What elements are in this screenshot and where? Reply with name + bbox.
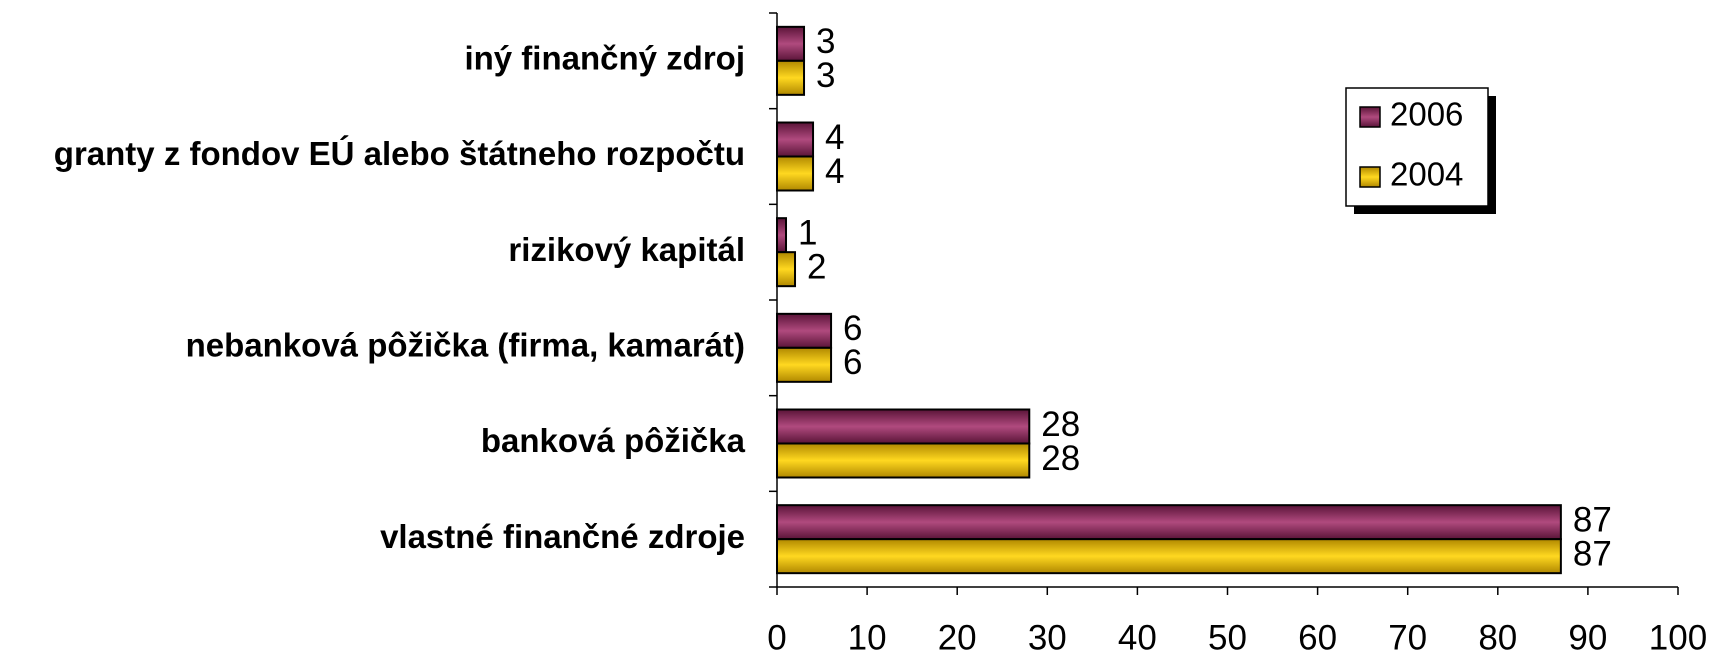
category-label: granty z fondov EÚ alebo štátneho rozpoč… (54, 135, 745, 172)
value-label: 4 (825, 118, 844, 157)
value-label: 87 (1573, 500, 1612, 539)
value-label: 28 (1041, 405, 1080, 444)
x-tick-label: 10 (848, 618, 887, 657)
value-label: 6 (843, 343, 862, 382)
x-tick-label: 40 (1118, 618, 1157, 657)
bar (776, 504, 1562, 541)
category-label: vlastné finančné zdroje (380, 518, 745, 555)
x-tick-label: 100 (1649, 618, 1707, 657)
x-tick-label: 30 (1028, 618, 1067, 657)
bar (776, 442, 1031, 479)
x-tick-label: 90 (1568, 618, 1607, 657)
value-label: 6 (843, 309, 862, 348)
bar (776, 59, 806, 96)
x-tick-label: 80 (1478, 618, 1517, 657)
bar (776, 251, 797, 288)
x-tick-label: 50 (1208, 618, 1247, 657)
bar (776, 25, 806, 62)
bar (776, 538, 1562, 575)
legend-label: 2004 (1390, 156, 1463, 193)
bar (776, 155, 815, 192)
category-label: rizikový kapitál (508, 231, 745, 268)
x-tick-label: 0 (767, 618, 786, 657)
x-tick-label: 20 (938, 618, 977, 657)
category-label: nebanková pôžička (firma, kamarát) (186, 327, 745, 364)
legend-swatch (1359, 166, 1381, 188)
x-tick-label: 70 (1388, 618, 1427, 657)
bar (776, 121, 815, 158)
bar (776, 408, 1031, 445)
value-label: 87 (1573, 534, 1612, 573)
bar (776, 346, 833, 383)
x-tick-label: 60 (1298, 618, 1337, 657)
bar (776, 312, 833, 349)
value-label: 28 (1041, 439, 1080, 478)
legend-label: 2006 (1390, 96, 1463, 133)
value-label: 2 (807, 247, 826, 286)
value-label: 4 (825, 152, 844, 191)
value-label: 3 (816, 56, 835, 95)
bar (776, 217, 788, 254)
value-label: 3 (816, 22, 835, 61)
category-label: iný finančný zdroj (464, 40, 745, 77)
legend-swatch (1359, 106, 1381, 128)
value-label: 1 (798, 213, 817, 252)
category-label: banková pôžička (481, 422, 746, 459)
